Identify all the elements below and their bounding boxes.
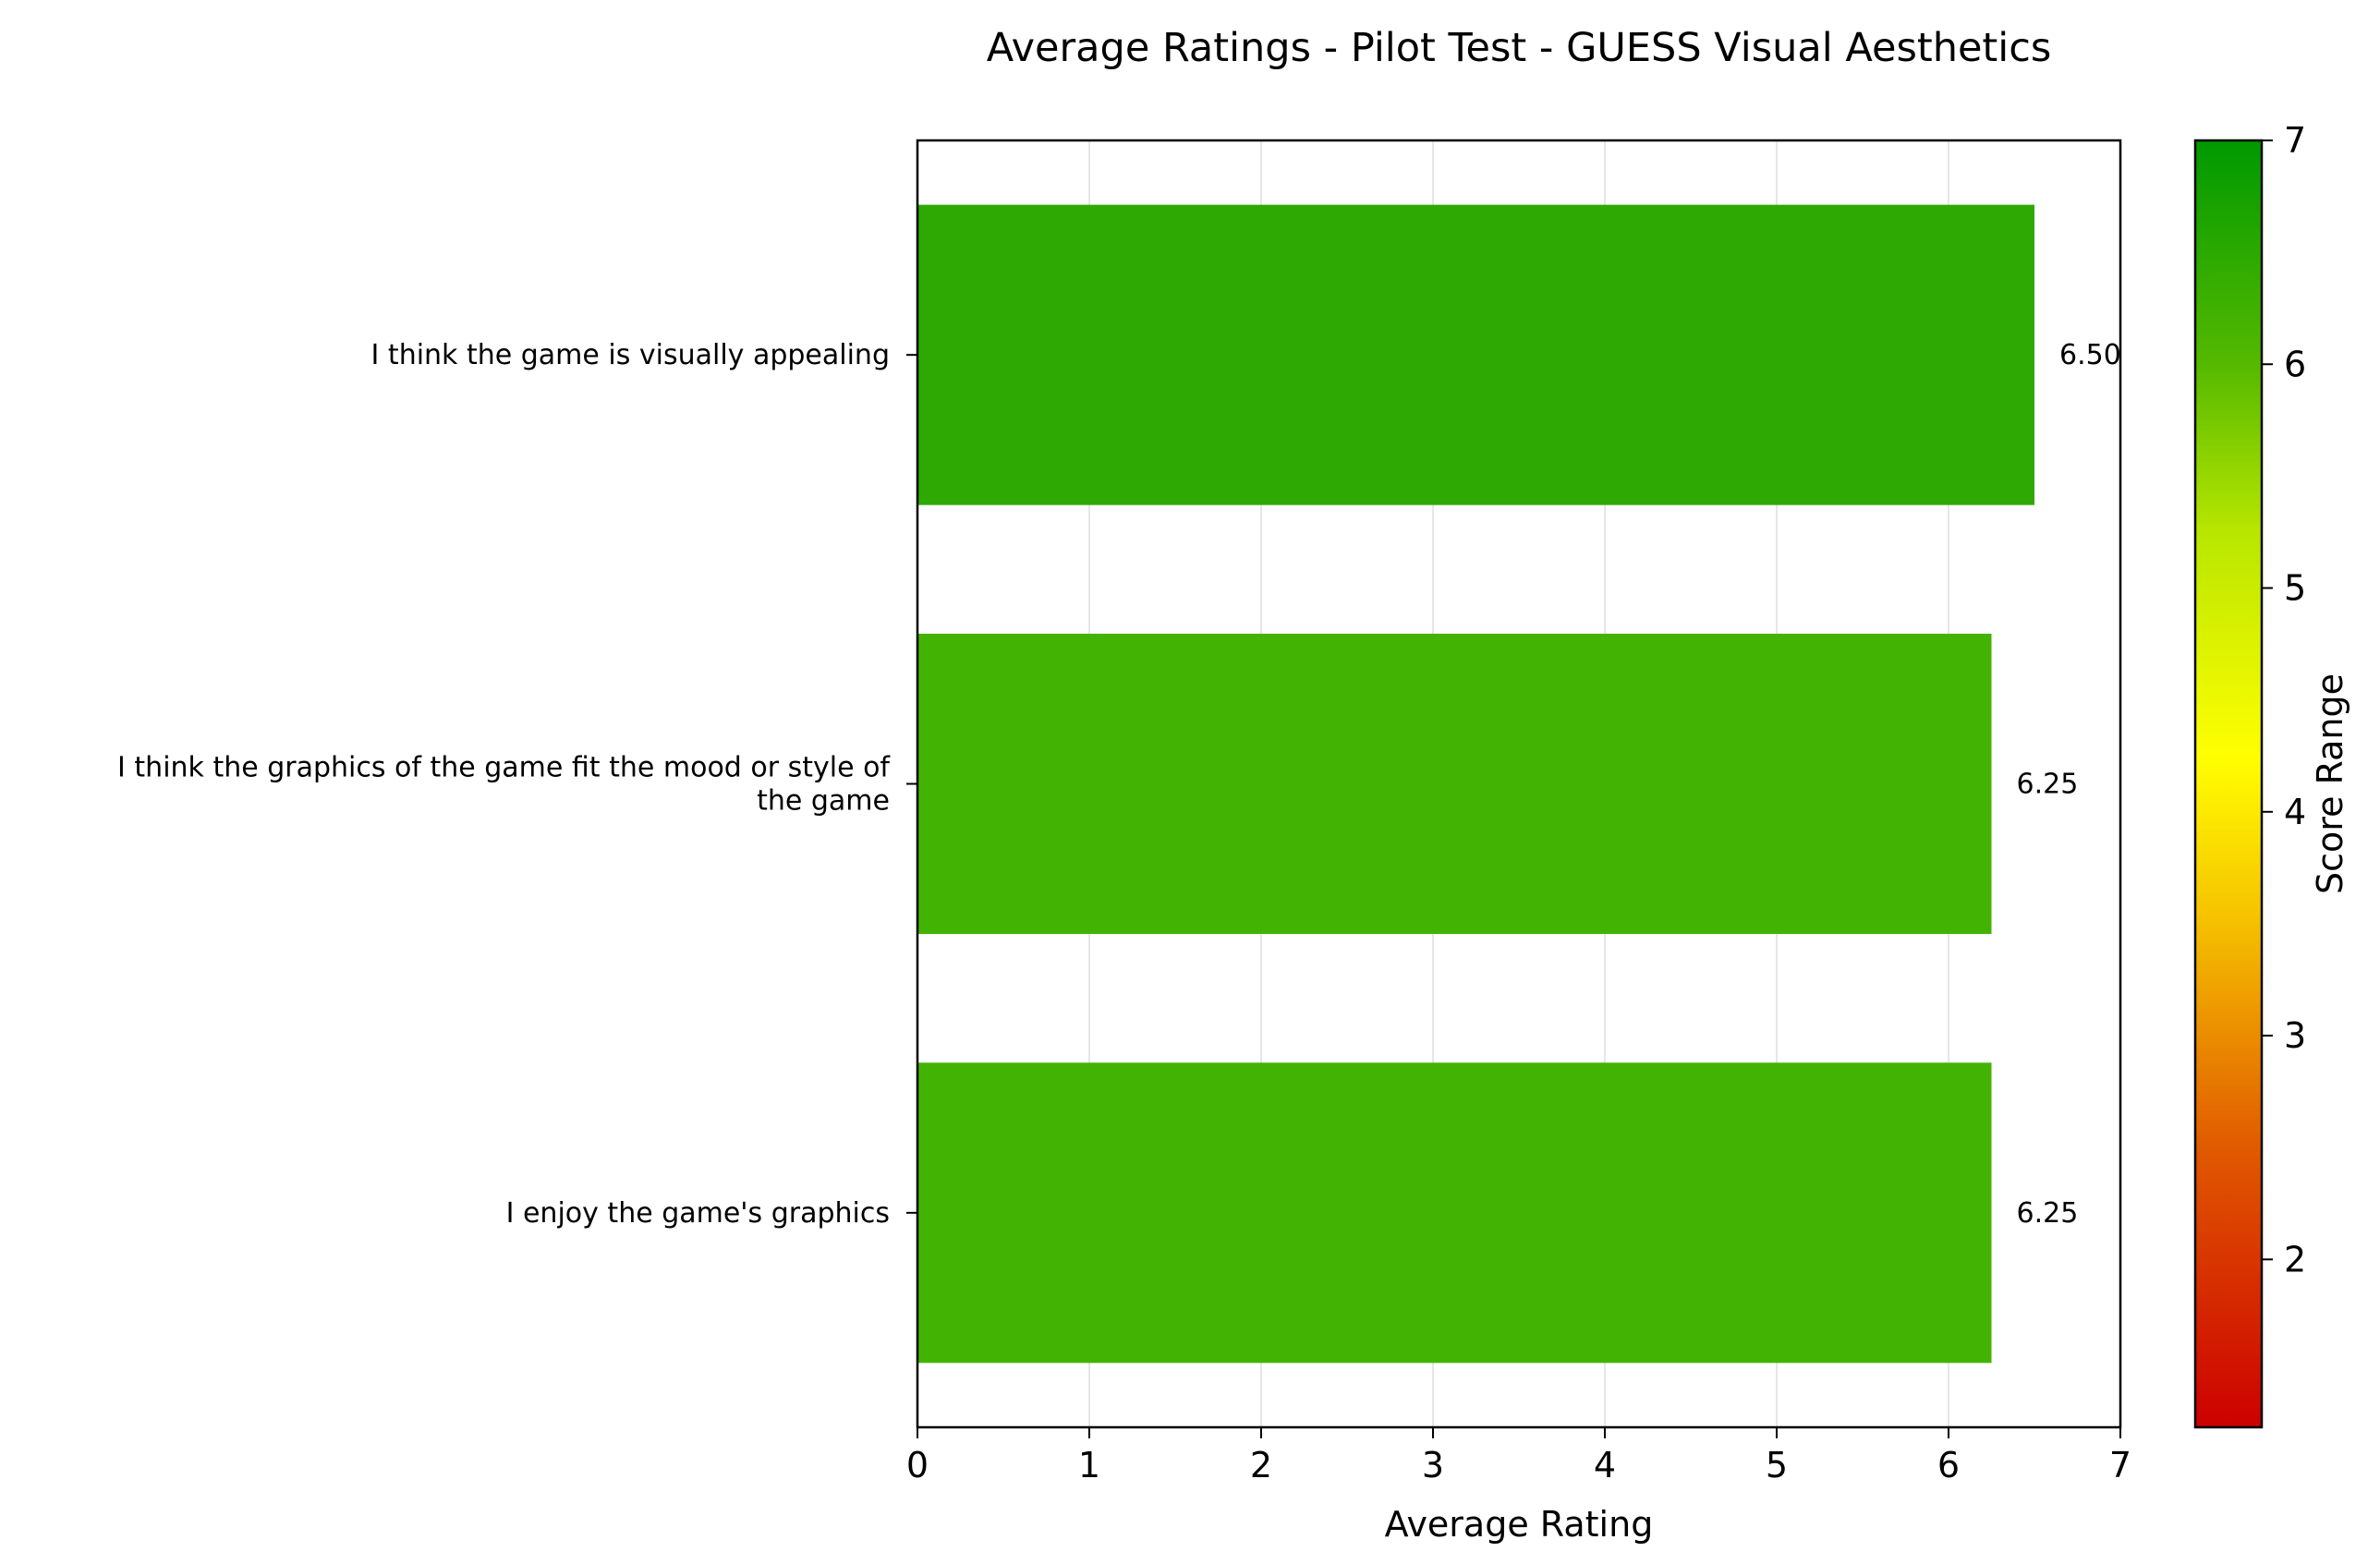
colorbar: 2 3 4 5 6 7 <box>2193 120 2306 1429</box>
colorbar-tick-label: 7 <box>2284 120 2306 161</box>
colorbar-tick-label: 6 <box>2284 344 2306 384</box>
colorbar-tick-label: 3 <box>2284 1015 2306 1056</box>
bar-value-label: 6.25 <box>2017 769 2079 801</box>
colorbar-tick-label: 2 <box>2284 1239 2306 1279</box>
bar <box>917 633 1992 935</box>
x-tick-label: 6 <box>1937 1445 1960 1485</box>
bar-value-label: 6.50 <box>2059 339 2121 371</box>
y-tick-label: I enjoy the game's graphics <box>506 1197 890 1230</box>
x-tick-label: 4 <box>1594 1445 1616 1485</box>
bar-value-label: 6.25 <box>2017 1197 2079 1230</box>
chart-title: Average Ratings - Pilot Test - GUESS Vis… <box>987 25 2052 71</box>
axes-frame <box>916 139 2122 1429</box>
plot-area: 6.50 I think the game is visually appeali… <box>117 139 2131 1485</box>
x-tick-label: 1 <box>1078 1445 1100 1485</box>
bar <box>917 1062 1992 1364</box>
x-tick-label: 2 <box>1250 1445 1272 1485</box>
y-tick-label: I think the game is visually appealing <box>371 339 890 371</box>
colorbar-gradient <box>2193 139 2264 1429</box>
y-tick-label: the game <box>757 785 890 818</box>
x-axis-label: Average Rating <box>1385 1504 1654 1545</box>
x-tick-label: 3 <box>1422 1445 1444 1485</box>
x-tick-label: 5 <box>1766 1445 1788 1485</box>
colorbar-tick-label: 4 <box>2284 792 2306 832</box>
colorbar-tick-label: 5 <box>2284 568 2306 609</box>
x-tick-label: 7 <box>2109 1445 2131 1485</box>
bar <box>917 204 2034 505</box>
x-tick-label: 0 <box>906 1445 929 1485</box>
colorbar-label: Score Range <box>2310 673 2350 894</box>
y-tick-label: I think the graphics of the game fit the… <box>117 752 891 784</box>
